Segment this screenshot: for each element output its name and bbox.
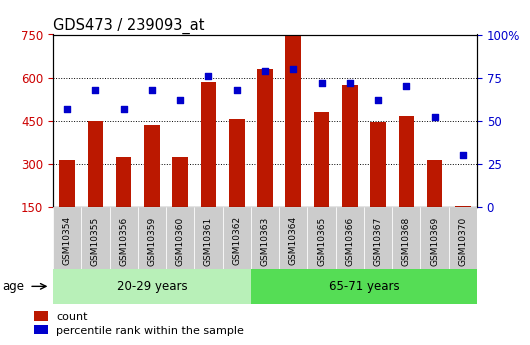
Text: GSM10360: GSM10360 [176, 216, 184, 266]
Bar [342, 85, 358, 207]
Point [402, 83, 411, 89]
Bar [195, 207, 223, 269]
Bar [420, 207, 449, 269]
Text: GSM10355: GSM10355 [91, 216, 100, 266]
Bar [427, 159, 443, 207]
Bar [455, 206, 471, 207]
Bar [53, 269, 251, 304]
Point [346, 80, 354, 86]
Bar [399, 117, 414, 207]
Text: 65-71 years: 65-71 years [329, 280, 399, 293]
Bar [81, 207, 110, 269]
Text: GSM10367: GSM10367 [374, 216, 383, 266]
Point [374, 97, 382, 103]
Bar [59, 159, 75, 207]
Text: GSM10362: GSM10362 [232, 216, 241, 265]
Bar [251, 269, 477, 304]
Point [148, 87, 156, 92]
Text: GSM10369: GSM10369 [430, 216, 439, 266]
Bar [279, 207, 307, 269]
Legend: count, percentile rank within the sample: count, percentile rank within the sample [32, 309, 246, 338]
Bar [257, 69, 273, 207]
Point [204, 73, 213, 79]
Bar [370, 122, 386, 207]
Bar [166, 207, 195, 269]
Bar [144, 125, 160, 207]
Text: GSM10356: GSM10356 [119, 216, 128, 266]
Bar [314, 112, 329, 207]
Point [63, 106, 72, 111]
Bar [307, 207, 335, 269]
Point [458, 152, 467, 158]
Bar [449, 207, 477, 269]
Bar [172, 157, 188, 207]
Point [91, 87, 100, 92]
Text: GSM10365: GSM10365 [317, 216, 326, 266]
Bar [53, 207, 81, 269]
Text: GSM10363: GSM10363 [261, 216, 269, 266]
Text: GSM10361: GSM10361 [204, 216, 213, 266]
Bar [335, 207, 364, 269]
Text: GDS473 / 239093_at: GDS473 / 239093_at [53, 18, 205, 34]
Bar [392, 207, 420, 269]
Bar [116, 157, 131, 207]
Point [430, 115, 439, 120]
Point [119, 106, 128, 111]
Bar [364, 207, 392, 269]
Text: 20-29 years: 20-29 years [117, 280, 187, 293]
Text: GSM10354: GSM10354 [63, 216, 72, 265]
Bar [286, 34, 301, 207]
Point [261, 68, 269, 73]
Text: age: age [3, 280, 25, 293]
Text: GSM10359: GSM10359 [147, 216, 156, 266]
Bar [201, 82, 216, 207]
Bar [110, 207, 138, 269]
Text: GSM10366: GSM10366 [346, 216, 354, 266]
Point [317, 80, 326, 86]
Bar [138, 207, 166, 269]
Text: GSM10364: GSM10364 [289, 216, 298, 265]
Point [289, 66, 297, 72]
Bar [87, 121, 103, 207]
Bar [229, 119, 244, 207]
Point [233, 87, 241, 92]
Text: GSM10370: GSM10370 [458, 216, 467, 266]
Bar [251, 207, 279, 269]
Text: GSM10368: GSM10368 [402, 216, 411, 266]
Point [176, 97, 184, 103]
Bar [223, 207, 251, 269]
